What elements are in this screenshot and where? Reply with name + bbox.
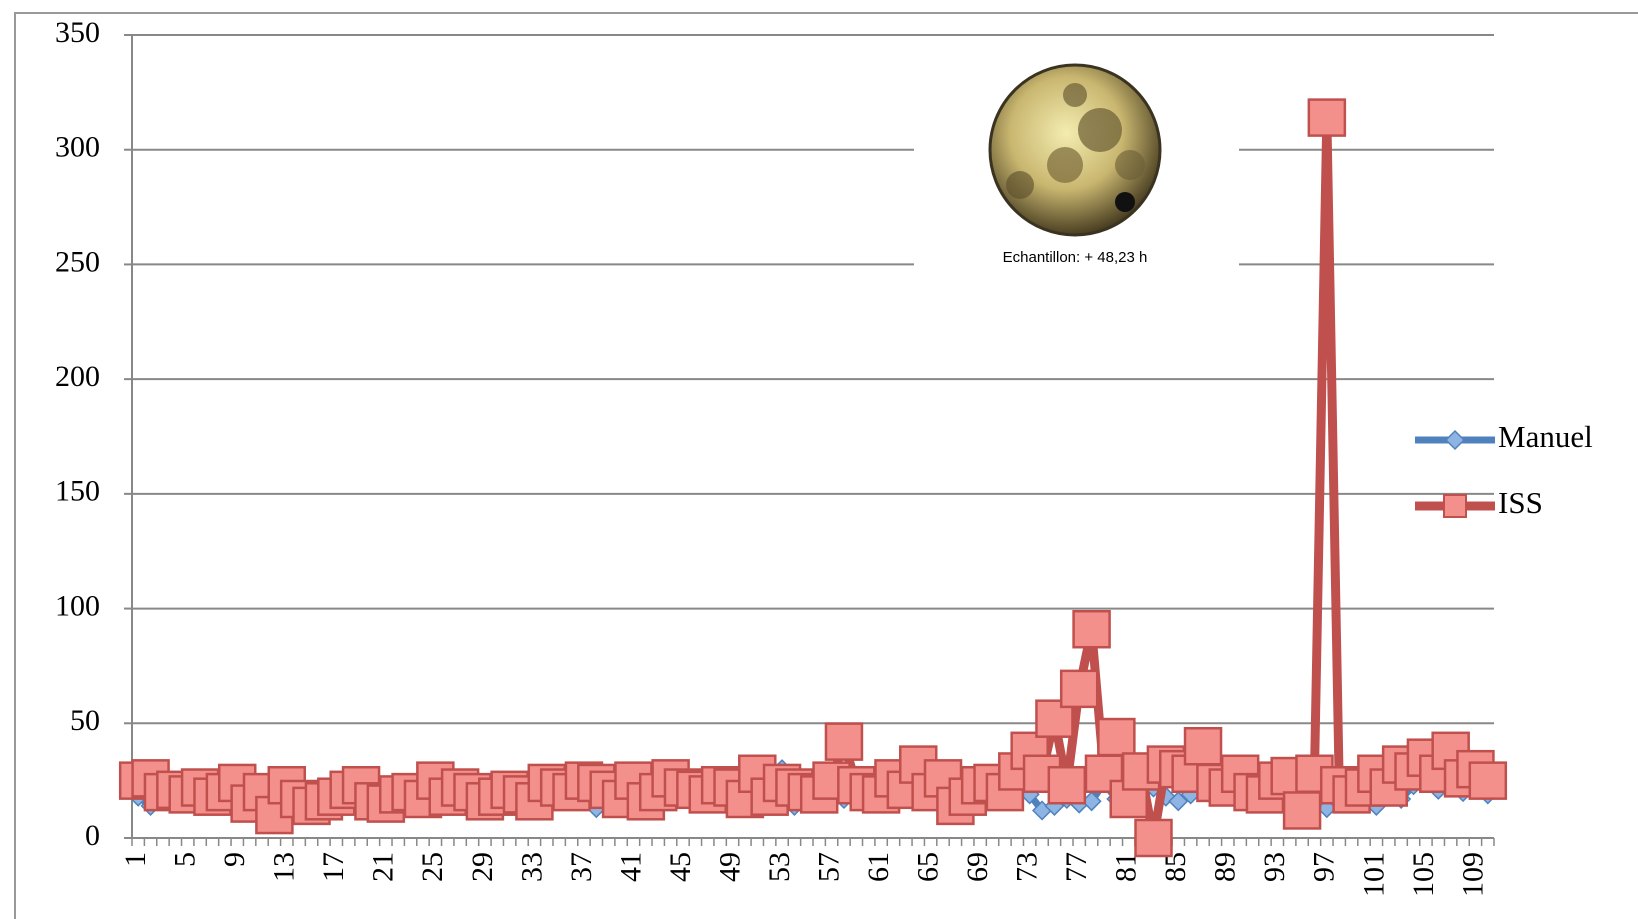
x-tick-label: 109 xyxy=(1456,852,1489,897)
x-tick-label: 9 xyxy=(218,852,251,867)
x-tick-label: 37 xyxy=(565,852,598,882)
x-tick-label: 5 xyxy=(169,852,202,867)
marks xyxy=(118,98,1508,858)
chart-frame xyxy=(14,12,1638,919)
marker xyxy=(1059,669,1099,709)
legend-marker xyxy=(1443,494,1467,518)
colony xyxy=(1047,147,1083,183)
annotation: Echantillon: + 48,23 h xyxy=(1003,249,1148,266)
x-tick-label: 29 xyxy=(466,852,499,882)
x-tick-label: 21 xyxy=(367,852,400,882)
x-tick-label: 65 xyxy=(912,852,945,882)
marker xyxy=(1168,791,1189,812)
x-tick-label: 61 xyxy=(862,852,895,882)
x-tick-label: 105 xyxy=(1407,852,1440,897)
x-tick-label: 97 xyxy=(1308,852,1341,882)
petri-dish xyxy=(988,63,1162,237)
x-tick-label: 89 xyxy=(1209,852,1242,882)
marker xyxy=(1183,726,1223,766)
marker xyxy=(1307,98,1347,137)
y-tick-label: 0 xyxy=(85,819,100,852)
colony xyxy=(1006,171,1034,199)
x-tick-label: 1 xyxy=(119,852,152,867)
x-tick-label: 101 xyxy=(1357,852,1390,897)
y-tick-label: 150 xyxy=(55,475,100,508)
colony xyxy=(1115,192,1135,212)
marker xyxy=(1072,609,1111,649)
x-tick-label: 53 xyxy=(763,852,796,882)
legend-label: Manuel xyxy=(1498,419,1593,454)
x-tick-label: 49 xyxy=(713,852,746,882)
inset: Echantillon: + 48,23 h xyxy=(914,62,1239,280)
marker xyxy=(1468,761,1508,800)
y-tick-label: 200 xyxy=(55,360,100,393)
x-tick-label: 93 xyxy=(1258,852,1291,882)
x-tick-label: 69 xyxy=(961,852,994,882)
y-tick-label: 100 xyxy=(55,589,100,622)
x-tick-label: 41 xyxy=(614,852,647,882)
marker xyxy=(1097,717,1136,757)
y-tick-label: 250 xyxy=(55,245,100,278)
grid xyxy=(132,34,1494,725)
axes: 0 50 100 150 200 250 300 350 1 5 9 13 17 21 25 29 33 37 41… xyxy=(55,16,1495,897)
x-tick-label: 13 xyxy=(268,852,301,882)
marker xyxy=(824,722,864,761)
legend: Manuel ISS xyxy=(1415,419,1593,520)
x-tick-label: 77 xyxy=(1060,852,1093,882)
y-tick-label: 50 xyxy=(70,704,100,737)
legend-marker xyxy=(1444,429,1466,451)
colony xyxy=(1078,108,1122,152)
legend-label: ISS xyxy=(1498,485,1543,520)
x-tick-label: 57 xyxy=(812,852,845,882)
x-tick-label: 45 xyxy=(664,852,697,882)
colony xyxy=(1063,83,1087,107)
x-tick-label: 25 xyxy=(416,852,449,882)
x-tick-label: 73 xyxy=(1011,852,1044,882)
series-line xyxy=(137,113,1491,843)
marker xyxy=(1134,818,1173,858)
colony xyxy=(1115,150,1145,180)
marker xyxy=(1282,791,1322,830)
x-tick-label: 17 xyxy=(317,852,350,882)
y-tick-label: 350 xyxy=(55,16,100,49)
y-tick-label: 300 xyxy=(55,131,100,164)
marker xyxy=(1047,765,1087,805)
x-tick-label: 33 xyxy=(515,852,548,882)
